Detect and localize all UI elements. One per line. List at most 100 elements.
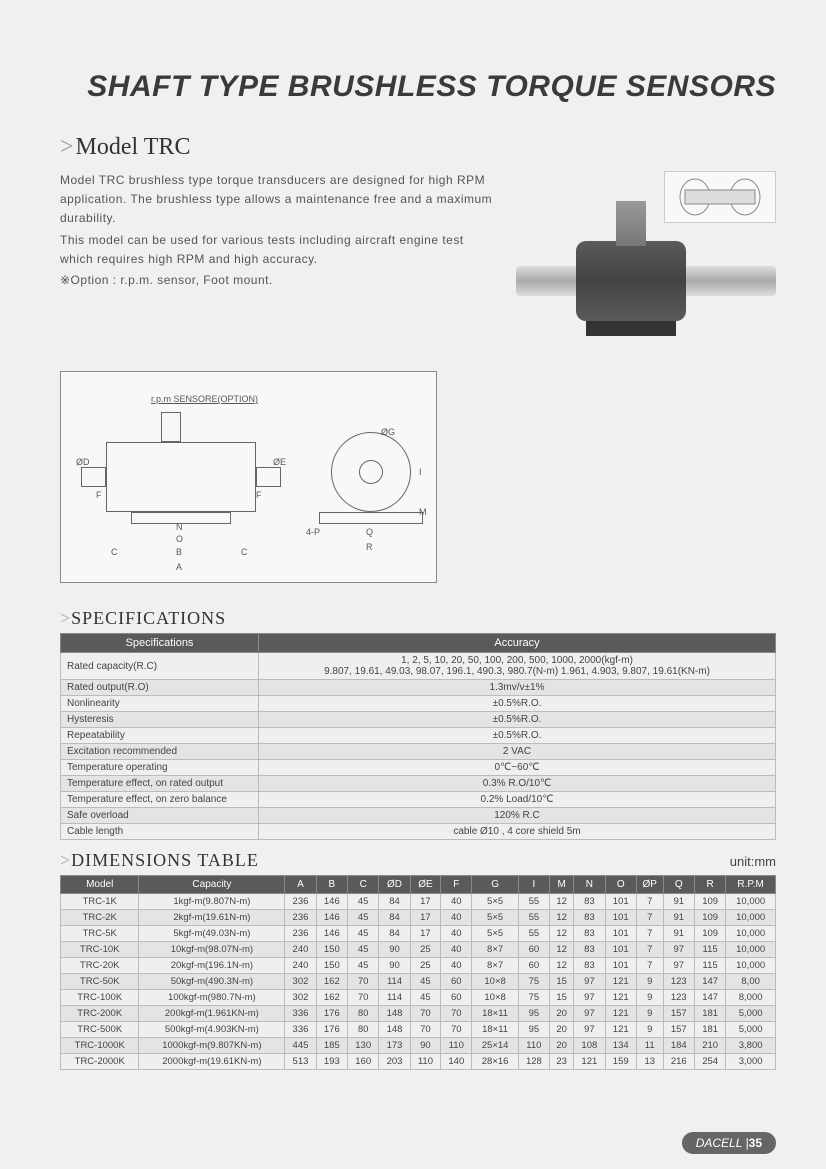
spec-label: Nonlinearity — [61, 696, 259, 712]
spec-th: Specifications — [61, 634, 259, 653]
dim-th: C — [348, 876, 379, 894]
spec-heading-text: SPECIFICATIONS — [71, 608, 226, 628]
spec-label: Excitation recommended — [61, 744, 259, 760]
dim-cell: 148 — [379, 1006, 410, 1022]
dim-heading: >DIMENSIONS TABLE unit:mm — [60, 850, 776, 871]
dim-cell: 10×8 — [472, 974, 518, 990]
spec-label: Safe overload — [61, 808, 259, 824]
dim-cell: 109 — [694, 926, 725, 942]
spec-value: 1.3mv/v±1% — [259, 680, 776, 696]
dim-cell: 159 — [605, 1054, 636, 1070]
dim-cell: 10kgf-m(98.07N-m) — [139, 942, 285, 958]
dim-label: C — [241, 547, 248, 557]
dim-unit: unit:mm — [730, 854, 776, 869]
dim-cell: 91 — [663, 910, 694, 926]
intro-option: ※Option : r.p.m. sensor, Foot mount. — [60, 271, 496, 290]
dim-label: Q — [366, 527, 373, 537]
dim-cell: 101 — [605, 958, 636, 974]
dim-th: Model — [61, 876, 139, 894]
dim-cell: 157 — [663, 1022, 694, 1038]
dim-cell: 121 — [605, 974, 636, 990]
dim-cell: 7 — [636, 958, 663, 974]
footer-page: 35 — [749, 1136, 762, 1150]
dim-cell: 130 — [348, 1038, 379, 1054]
dim-th: B — [316, 876, 347, 894]
dim-cell: 10,000 — [726, 926, 776, 942]
dim-cell: 83 — [574, 942, 605, 958]
dim-cell: 121 — [605, 1006, 636, 1022]
dim-cell: 1kgf-m(9.807N-m) — [139, 894, 285, 910]
dim-cell: 13 — [636, 1054, 663, 1070]
dim-cell: 147 — [694, 974, 725, 990]
dim-label: F — [256, 490, 262, 500]
dim-cell: 17 — [410, 910, 440, 926]
intro-p2: This model can be used for various tests… — [60, 231, 496, 269]
model-title: >Model TRC — [60, 134, 776, 161]
dim-cell: 302 — [285, 974, 316, 990]
dim-cell: 83 — [574, 910, 605, 926]
dim-cell: 148 — [379, 1022, 410, 1038]
dim-cell: 95 — [518, 1022, 549, 1038]
dim-cell: 75 — [518, 990, 549, 1006]
dim-cell: 110 — [441, 1038, 472, 1054]
spec-label: Temperature operating — [61, 760, 259, 776]
dim-label: M — [419, 507, 427, 517]
dim-cell: TRC-1K — [61, 894, 139, 910]
spec-value: ±0.5%R.O. — [259, 696, 776, 712]
dim-cell: 10,000 — [726, 942, 776, 958]
dim-cell: 70 — [410, 1006, 440, 1022]
dim-cell: 55 — [518, 894, 549, 910]
dim-cell: 45 — [348, 910, 379, 926]
dim-cell: 12 — [550, 910, 574, 926]
dim-label: N — [176, 522, 183, 532]
intro-p1: Model TRC brushless type torque transduc… — [60, 171, 496, 229]
dim-cell: 147 — [694, 990, 725, 1006]
dim-cell: 8×7 — [472, 958, 518, 974]
dim-cell: 40 — [441, 958, 472, 974]
dim-cell: TRC-10K — [61, 942, 139, 958]
dim-cell: 114 — [379, 990, 410, 1006]
dim-cell: 121 — [574, 1054, 605, 1070]
dim-th: ØP — [636, 876, 663, 894]
dim-cell: 80 — [348, 1006, 379, 1022]
dim-th: G — [472, 876, 518, 894]
dim-cell: 12 — [550, 958, 574, 974]
dim-cell: 18×11 — [472, 1022, 518, 1038]
dim-cell: 101 — [605, 926, 636, 942]
dim-cell: 25 — [410, 942, 440, 958]
dim-cell: 45 — [348, 926, 379, 942]
dim-cell: 40 — [441, 910, 472, 926]
dim-cell: 18×11 — [472, 1006, 518, 1022]
dim-cell: 60 — [518, 958, 549, 974]
dim-cell: 20 — [550, 1038, 574, 1054]
dim-cell: 101 — [605, 910, 636, 926]
technical-diagram: r.p.m SENSORE(OPTION) ØD F F ØE N O C B … — [60, 371, 437, 583]
dim-th: Q — [663, 876, 694, 894]
spec-value: 0.3% R.O/10℃ — [259, 776, 776, 792]
dim-label: C — [111, 547, 118, 557]
dim-cell: 10×8 — [472, 990, 518, 1006]
dim-cell: 80 — [348, 1022, 379, 1038]
dim-cell: 40 — [441, 942, 472, 958]
dim-cell: 40 — [441, 926, 472, 942]
dim-cell: 7 — [636, 942, 663, 958]
dim-cell: 10,000 — [726, 894, 776, 910]
dim-th: ØE — [410, 876, 440, 894]
dim-cell: 28×16 — [472, 1054, 518, 1070]
dim-cell: 11 — [636, 1038, 663, 1054]
dim-cell: 5,000 — [726, 1006, 776, 1022]
dim-cell: 55 — [518, 926, 549, 942]
dim-cell: 146 — [316, 926, 347, 942]
dim-cell: 7 — [636, 910, 663, 926]
dim-cell: 9 — [636, 1006, 663, 1022]
dim-cell: 20 — [550, 1022, 574, 1038]
dim-cell: TRC-5K — [61, 926, 139, 942]
dim-cell: 121 — [605, 1022, 636, 1038]
dim-cell: 15 — [550, 974, 574, 990]
dim-cell: 146 — [316, 910, 347, 926]
dim-cell: 97 — [663, 958, 694, 974]
dim-cell: 173 — [379, 1038, 410, 1054]
dim-th: I — [518, 876, 549, 894]
dim-th: N — [574, 876, 605, 894]
dim-cell: 95 — [518, 1006, 549, 1022]
